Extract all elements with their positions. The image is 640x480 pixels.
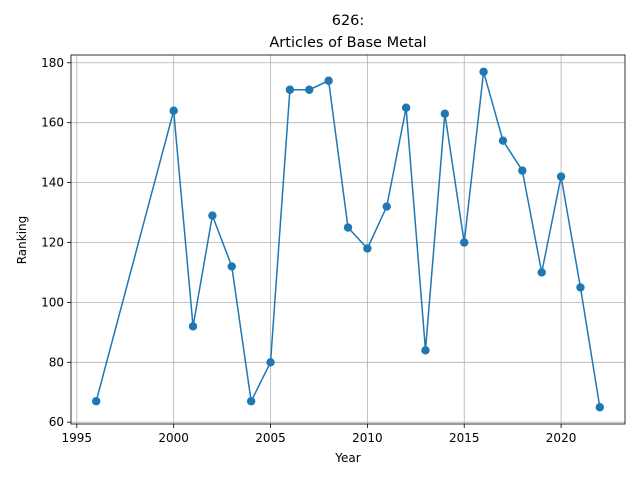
y-tick-label: 140 [41, 176, 64, 190]
data-point [576, 283, 585, 292]
y-tick-label: 100 [41, 295, 64, 309]
y-tick-label: 120 [41, 235, 64, 249]
data-point [188, 322, 198, 331]
x-tick-label: 2005 [255, 431, 286, 445]
data-point [324, 76, 333, 85]
data-point [208, 211, 217, 220]
data-point [460, 238, 469, 247]
x-tick-label: 2015 [449, 431, 480, 445]
y-axis-label: Ranking [15, 216, 29, 265]
data-point [227, 262, 236, 271]
x-axis: 1995 2000 2005 2010 2015 2020 [62, 424, 577, 445]
series-layer [91, 67, 605, 412]
plot-frame [70, 54, 626, 425]
data-point [401, 103, 411, 112]
data-point [440, 109, 450, 118]
data-point [421, 346, 430, 355]
grid [71, 55, 625, 424]
data-point [479, 67, 488, 76]
data-point [518, 166, 527, 175]
data-point [537, 268, 546, 277]
x-tick-label: 2010 [352, 431, 383, 445]
y-tick-label: 180 [41, 56, 64, 70]
data-point [498, 136, 508, 145]
data-point [246, 397, 256, 406]
data-point [266, 358, 275, 367]
x-tick-label: 2000 [158, 431, 189, 445]
x-axis-label: Year [334, 451, 360, 465]
data-point [91, 397, 101, 406]
series-line [95, 71, 601, 408]
data-point [363, 244, 372, 253]
y-tick-label: 60 [49, 415, 64, 429]
chart-title-line1: 626: [332, 13, 365, 29]
data-point [556, 172, 566, 181]
y-axis: 60 80 100 120 140 160 180 [41, 56, 71, 429]
x-tick-label: 1995 [62, 431, 93, 445]
data-point [305, 85, 314, 94]
chart-title-line2: Articles of Base Metal [269, 35, 426, 51]
data-point [382, 202, 391, 211]
data-point [343, 223, 353, 232]
y-tick-label: 160 [41, 116, 64, 130]
data-point [285, 85, 295, 94]
x-tick-label: 2020 [546, 431, 577, 445]
y-tick-label: 80 [49, 355, 64, 369]
data-point [595, 403, 605, 412]
data-point [169, 106, 178, 115]
